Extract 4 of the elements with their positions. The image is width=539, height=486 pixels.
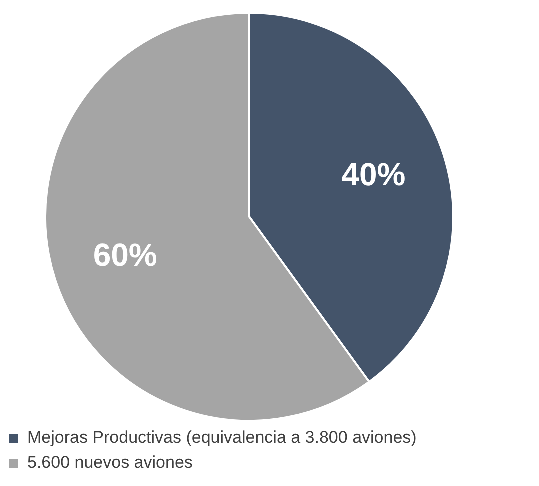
legend-label: Mejoras Productivas (equivalencia a 3.800 aviones) (28, 428, 417, 448)
data-label: 40% (342, 156, 406, 192)
data-label: 60% (93, 237, 158, 274)
legend-label: 5.600 nuevos aviones (28, 453, 193, 472)
